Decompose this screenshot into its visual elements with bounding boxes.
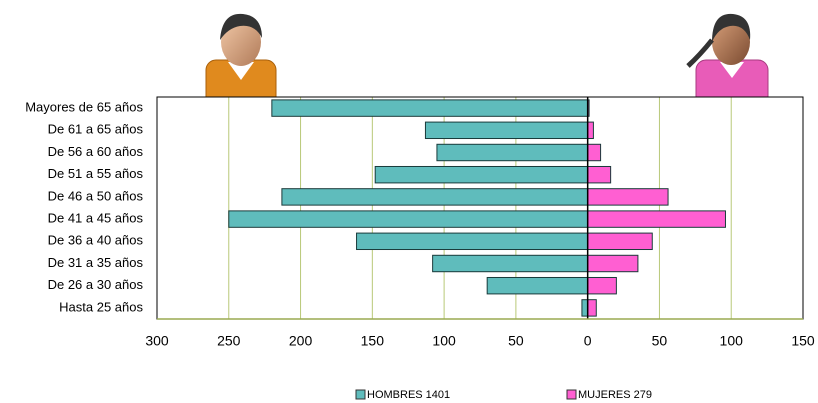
legend-label: HOMBRES 1401 xyxy=(367,389,450,401)
bar xyxy=(587,210,726,228)
legend-swatch xyxy=(566,389,577,400)
legend-label: MUJERES 279 xyxy=(578,389,652,401)
x-tick-label: 250 xyxy=(217,333,241,349)
y-tick-label: De 31 a 35 años xyxy=(48,255,144,270)
bar xyxy=(587,254,639,273)
bar xyxy=(281,188,589,206)
x-tick-label: 150 xyxy=(791,333,815,349)
y-tick-label: Mayores de 65 años xyxy=(25,100,143,115)
bar xyxy=(587,121,594,140)
y-tick-label: De 26 a 30 años xyxy=(48,277,144,292)
x-tick-label: 50 xyxy=(652,333,668,349)
legend-swatch xyxy=(355,389,366,400)
bar xyxy=(436,143,589,162)
bar xyxy=(587,143,602,162)
y-tick-label: De 36 a 40 años xyxy=(48,233,144,248)
bar xyxy=(432,254,589,273)
bar xyxy=(587,188,669,206)
y-tick-label: De 46 a 50 años xyxy=(48,188,144,203)
y-tick-label: De 56 a 60 años xyxy=(48,144,144,159)
bar xyxy=(587,232,653,251)
male-icon xyxy=(205,13,277,109)
bar xyxy=(587,276,617,295)
y-tick-label: De 41 a 45 años xyxy=(48,211,144,226)
bar xyxy=(271,99,589,117)
x-tick-label: 100 xyxy=(720,333,744,349)
bar xyxy=(486,276,589,295)
bar xyxy=(228,210,589,228)
y-tick-label: De 61 a 65 años xyxy=(48,122,144,137)
x-tick-label: 300 xyxy=(145,333,169,349)
x-tick-label: 100 xyxy=(432,333,456,349)
x-tick-label: 0 xyxy=(584,333,592,349)
bar xyxy=(424,121,589,140)
bar xyxy=(356,232,589,251)
female-icon xyxy=(686,13,769,107)
bar xyxy=(587,165,612,184)
bar xyxy=(581,299,589,317)
bar xyxy=(587,299,597,317)
x-tick-label: 200 xyxy=(289,333,313,349)
bar xyxy=(374,165,589,184)
x-tick-label: 150 xyxy=(361,333,385,349)
y-tick-label: De 51 a 55 años xyxy=(48,166,144,181)
x-tick-label: 50 xyxy=(508,333,524,349)
y-tick-label: Hasta 25 años xyxy=(59,299,143,314)
